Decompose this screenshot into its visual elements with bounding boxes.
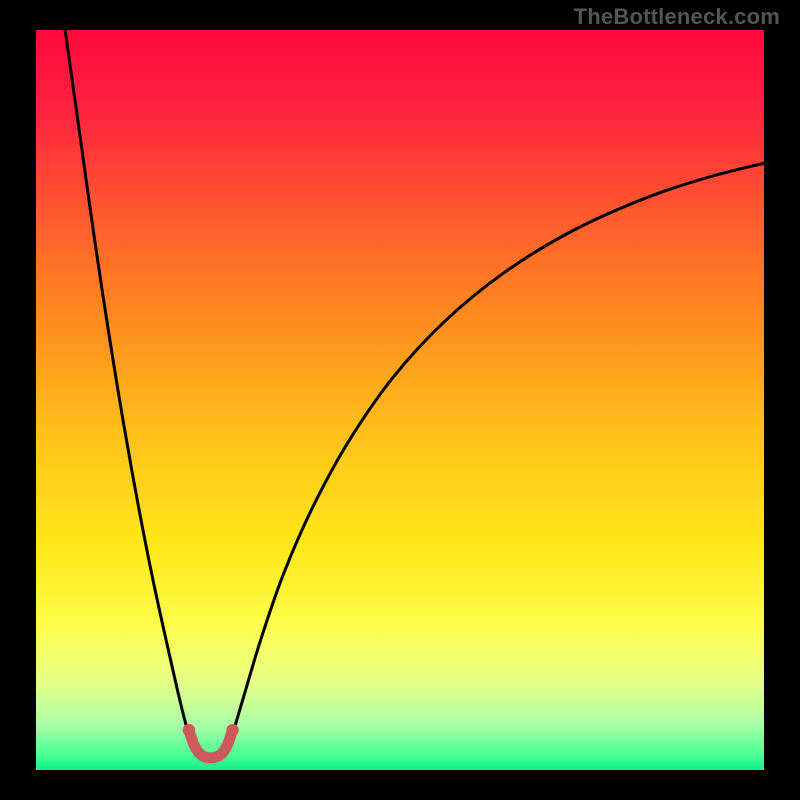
trough-marker-dot — [183, 724, 195, 736]
trough-marker-dot — [226, 724, 238, 736]
chart-frame: TheBottleneck.com — [0, 0, 800, 800]
bottleneck-chart — [0, 0, 800, 800]
plot-background — [36, 30, 764, 770]
